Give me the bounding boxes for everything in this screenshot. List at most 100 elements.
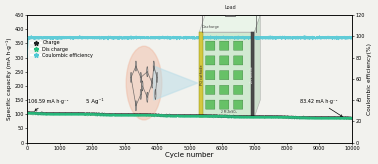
Point: [226, 114, 232, 117]
Point: [274, 116, 280, 118]
Point: [82, 112, 88, 115]
Point: [332, 117, 338, 120]
Point: [293, 115, 299, 118]
Point: [95, 113, 101, 115]
Point: [333, 116, 339, 119]
Point: [348, 117, 354, 119]
Point: [332, 116, 338, 119]
Point: [200, 115, 206, 117]
Point: [68, 113, 74, 115]
Point: [153, 113, 160, 116]
Point: [202, 115, 208, 118]
Point: [237, 115, 243, 117]
Point: [186, 115, 192, 117]
Point: [277, 115, 283, 118]
Point: [70, 113, 76, 115]
Point: [235, 115, 241, 118]
Point: [48, 112, 54, 115]
Point: [136, 114, 142, 116]
Point: [109, 113, 115, 115]
Point: [316, 116, 322, 119]
Point: [328, 116, 335, 119]
Point: [332, 116, 338, 119]
Point: [226, 114, 232, 117]
Point: [266, 116, 273, 118]
Point: [162, 114, 168, 117]
Point: [81, 113, 87, 115]
Point: [248, 115, 254, 118]
Point: [148, 113, 154, 116]
Point: [51, 112, 57, 114]
Point: [286, 116, 292, 119]
Point: [305, 116, 311, 119]
Point: [268, 115, 274, 118]
Point: [130, 113, 136, 115]
Point: [292, 115, 298, 118]
Point: [47, 113, 53, 115]
Point: [82, 112, 88, 115]
Point: [278, 116, 284, 118]
Point: [40, 112, 46, 115]
Point: [152, 113, 158, 116]
Point: [302, 116, 308, 119]
Point: [105, 113, 112, 116]
Point: [100, 113, 106, 116]
Point: [319, 116, 325, 119]
Point: [153, 114, 159, 117]
Point: [273, 115, 279, 118]
Point: [264, 115, 270, 117]
Point: [155, 114, 161, 117]
Point: [221, 114, 227, 117]
Point: [163, 114, 169, 117]
Point: [336, 117, 342, 119]
Point: [178, 113, 184, 116]
Point: [80, 112, 86, 115]
Point: [31, 112, 37, 114]
Point: [189, 114, 195, 116]
Point: [151, 114, 157, 117]
Point: [223, 114, 229, 117]
Point: [158, 113, 164, 116]
Point: [53, 112, 59, 114]
Point: [64, 113, 70, 115]
Point: [270, 116, 276, 118]
Point: [180, 114, 186, 117]
Point: [33, 111, 39, 114]
Point: [51, 112, 57, 115]
Point: [328, 117, 335, 119]
Point: [345, 116, 352, 119]
Point: [26, 112, 32, 115]
Point: [323, 116, 329, 119]
Point: [294, 115, 300, 118]
Point: [226, 115, 232, 118]
Point: [137, 113, 143, 116]
Point: [122, 113, 128, 116]
Point: [206, 115, 212, 117]
Point: [279, 115, 285, 118]
Point: [210, 115, 216, 118]
Point: [183, 114, 189, 116]
Point: [226, 115, 232, 118]
Point: [119, 113, 125, 116]
Point: [252, 116, 258, 118]
Point: [208, 115, 214, 117]
Point: [324, 117, 330, 119]
Point: [204, 115, 211, 118]
Point: [39, 111, 45, 114]
Point: [293, 115, 299, 118]
Circle shape: [152, 78, 153, 88]
Point: [71, 112, 77, 114]
Point: [170, 114, 176, 116]
Point: [271, 116, 277, 119]
Point: [277, 115, 283, 118]
Point: [171, 114, 177, 117]
Point: [187, 114, 194, 116]
Point: [50, 112, 56, 115]
Point: [280, 116, 287, 119]
Point: [36, 112, 42, 115]
Point: [122, 113, 128, 115]
Point: [149, 113, 155, 116]
Point: [166, 114, 172, 117]
Point: [169, 114, 175, 117]
Point: [273, 115, 279, 118]
